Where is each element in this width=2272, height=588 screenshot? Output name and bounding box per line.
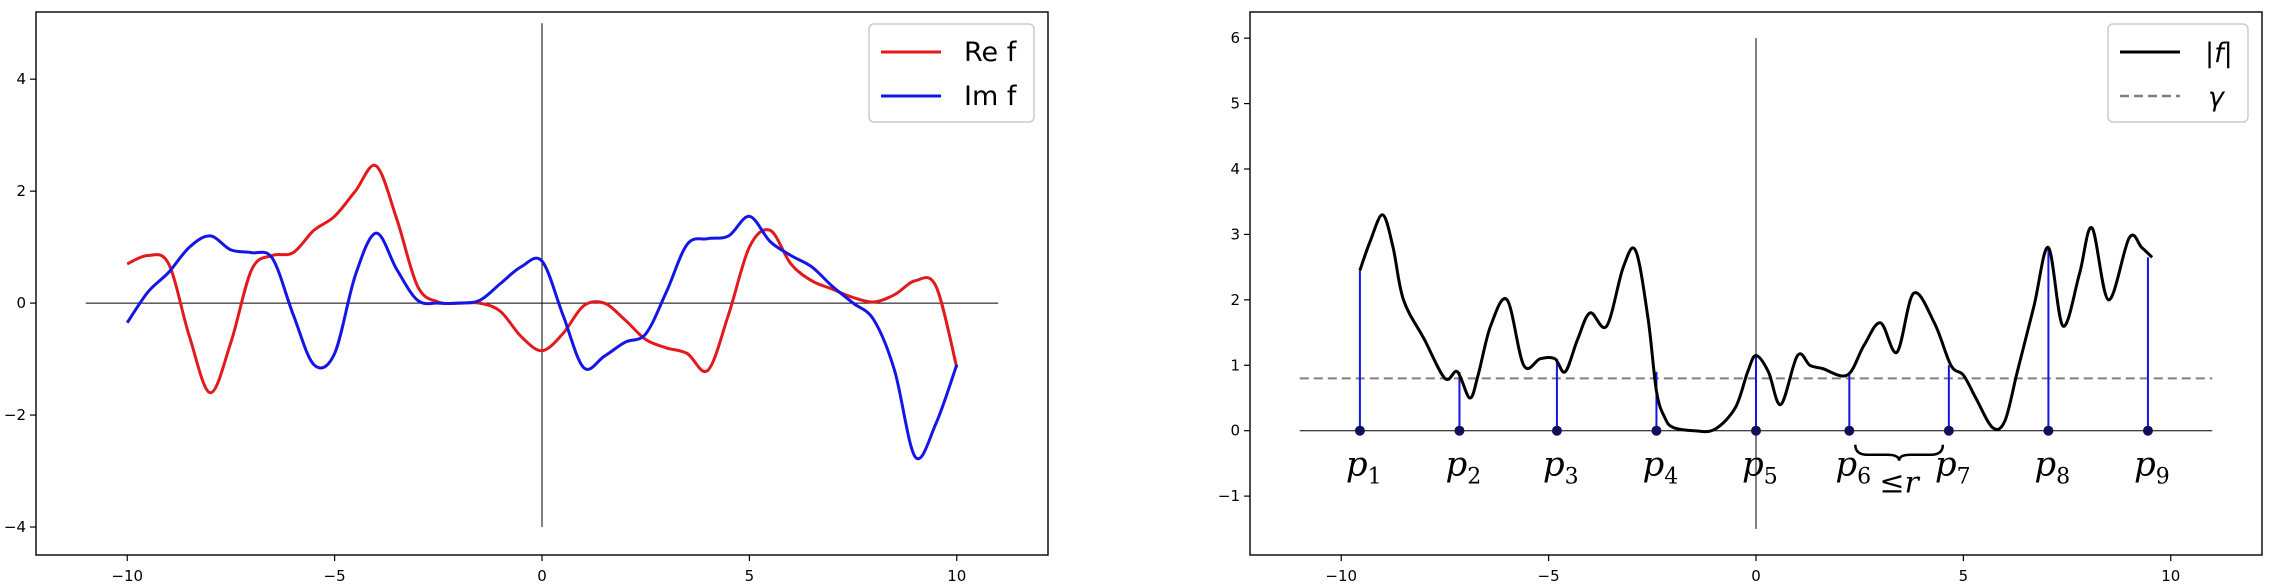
point-marker-p6	[1844, 425, 1855, 436]
point-marker-p7	[1943, 425, 1954, 436]
right-xtick-label: 10	[2161, 567, 2180, 585]
point-marker-p4	[1651, 425, 1662, 436]
left-ytick-label: −4	[4, 518, 26, 536]
left-ytick-label: 0	[16, 294, 26, 312]
point-label-p2: p2	[1445, 445, 1481, 490]
right-xtick-label: −10	[1325, 567, 1357, 585]
left-legend-label-im: Im f	[964, 81, 1018, 112]
right-ytick-label: −1	[1218, 487, 1240, 505]
left-xtick-label: 5	[745, 567, 755, 585]
point-label-p1: p1	[1346, 445, 1382, 490]
point-label-sub: 3	[1565, 465, 1579, 490]
point-label-p6: p6	[1835, 445, 1871, 490]
right-ytick-label: 3	[1230, 225, 1240, 243]
right-legend-label-absf: |f|	[2205, 38, 2233, 69]
right-xtick-label: 5	[1959, 567, 1969, 585]
point-marker-p2	[1454, 425, 1465, 436]
point-marker-p3	[1551, 425, 1562, 436]
right-ytick-label: 2	[1230, 291, 1240, 309]
point-label-sub: 6	[1857, 465, 1871, 490]
point-label-sub: 1	[1368, 465, 1382, 490]
right-ytick-label: 1	[1230, 356, 1240, 374]
series-line-absf	[1358, 213, 2154, 434]
point-marker-p8	[2043, 425, 2054, 436]
point-label-sub: 2	[1467, 465, 1481, 490]
right-legend-label-gamma: γ	[2208, 82, 2226, 113]
right-xtick-label: 0	[1751, 567, 1761, 585]
left-ytick-label: 4	[16, 70, 26, 88]
series-line-im	[125, 214, 959, 461]
right-ytick-label: 4	[1230, 160, 1240, 178]
point-label-sub: 4	[1664, 465, 1678, 490]
right-legend-box	[2107, 23, 2249, 123]
right-legend: |f| γ	[2107, 23, 2249, 123]
series-line-re	[126, 163, 959, 395]
right-xtick-label: −5	[1538, 567, 1560, 585]
left-legend-label-re: Re f	[964, 37, 1018, 68]
point-label-sub: 7	[1957, 465, 1971, 490]
point-label-sub: 8	[2056, 465, 2070, 490]
point-marker-p9	[2142, 425, 2153, 436]
left-ytick-label: 2	[16, 182, 26, 200]
left-xtick-label: −5	[324, 567, 346, 585]
point-label-sub: 5	[1764, 465, 1778, 490]
left-xtick-label: −10	[111, 567, 143, 585]
point-marker-p1	[1354, 425, 1365, 436]
point-label-p3: p3	[1543, 445, 1579, 490]
point-label-p9: p9	[2134, 445, 2170, 490]
brace-annotation	[1854, 444, 1945, 461]
right-ytick-label: 0	[1230, 422, 1240, 440]
right-chart: p1 p2 p3 p4 p5 p6 p7 p8 p9 ≤r −10 −5 0 5 10−10123456…	[1218, 11, 2263, 585]
point-label-p5: p5	[1742, 445, 1778, 490]
brace-label: ≤r	[1879, 466, 1920, 501]
point-label-p8: p8	[2034, 445, 2070, 490]
point-label-p4: p4	[1642, 445, 1678, 490]
left-xtick-label: 10	[947, 567, 966, 585]
left-legend: Re f Im f	[868, 23, 1035, 123]
left-xtick-label: 0	[537, 567, 547, 585]
left-ytick-label: −2	[4, 406, 26, 424]
right-ytick-label: 5	[1230, 95, 1240, 113]
right-ytick-label: 6	[1230, 29, 1240, 47]
left-chart: −10 −5 0 5 10 −4 −2 0 2 4 Re f Im f	[4, 11, 1049, 585]
point-label-sub: 9	[2156, 465, 2170, 490]
point-marker-p5	[1751, 425, 1761, 436]
